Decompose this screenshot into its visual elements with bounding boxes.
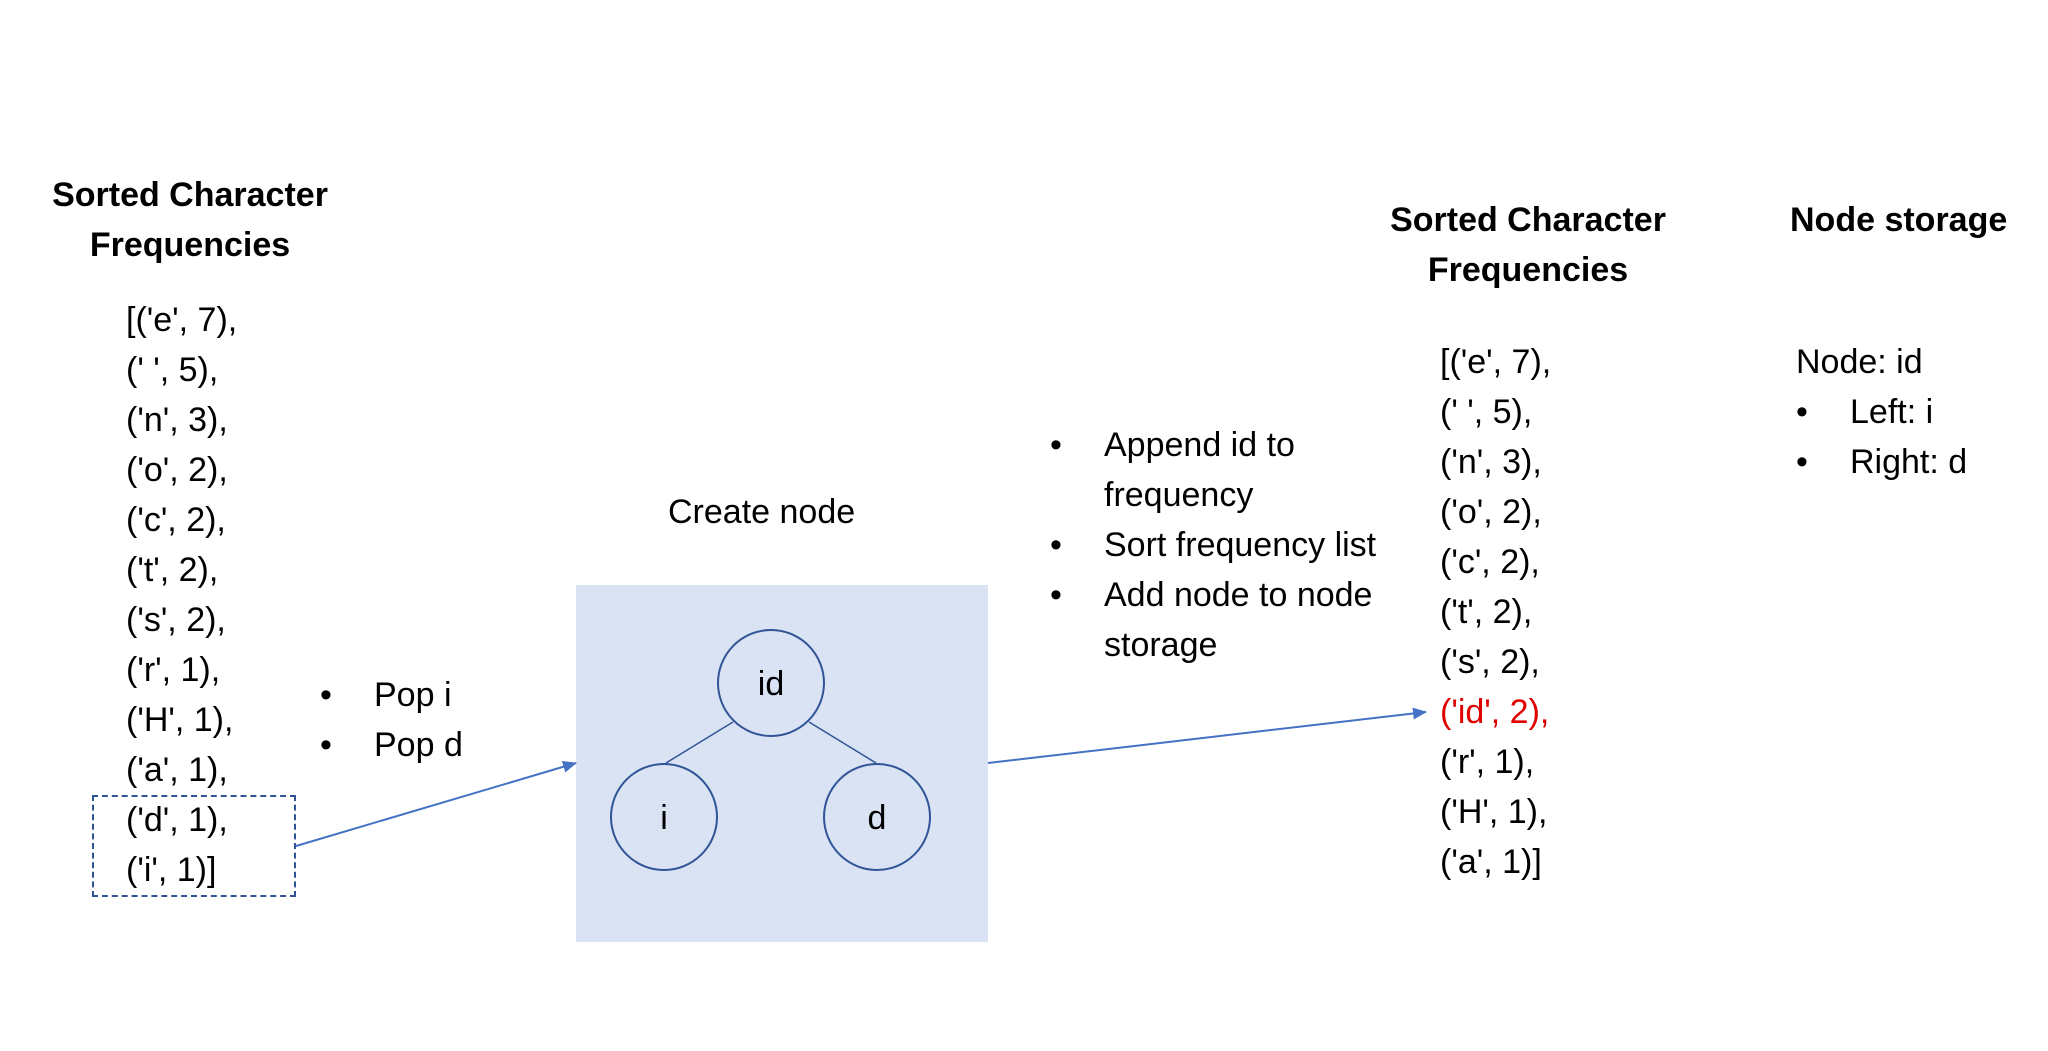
node-storage-children: Left: i Right: d <box>1796 387 1967 487</box>
left-panel-title: Sorted Character Frequencies <box>40 170 340 270</box>
list-item-highlighted: ('id', 2), <box>1440 693 1550 731</box>
list-item: ('n', 3), <box>1440 443 1542 481</box>
tree-node-left: i <box>610 763 718 871</box>
tree-node-left-label: i <box>660 799 668 837</box>
list-item: ('t', 2), <box>1440 593 1533 631</box>
update-step: Sort frequency list <box>1050 520 1380 570</box>
list-item: (' ', 5), <box>126 351 219 389</box>
list-item: (' ', 5), <box>1440 393 1533 431</box>
list-item: ('o', 2), <box>1440 493 1542 531</box>
node-storage-title: Node storage <box>1790 201 2008 239</box>
list-item: ('H', 1), <box>1440 793 1548 831</box>
update-step: Add node to node storage <box>1050 570 1380 670</box>
arrow-to-updated-list <box>987 707 1427 764</box>
list-item: ('a', 1)] <box>1440 843 1542 881</box>
arrow-to-create-node <box>295 760 577 847</box>
list-item: ('o', 2), <box>126 451 228 489</box>
create-node-label: Create node <box>668 493 856 531</box>
list-item: ('d', 1), <box>126 801 228 839</box>
list-item: ('r', 1), <box>126 651 221 689</box>
pop-step: Pop i <box>320 670 463 720</box>
left-frequency-list: [('e', 7), (' ', 5), ('n', 3), ('o', 2),… <box>126 295 237 895</box>
list-item: ('r', 1), <box>1440 743 1535 781</box>
list-item: ('n', 3), <box>126 401 228 439</box>
update-step: Append id to frequency <box>1050 420 1380 520</box>
popped-items-selection <box>92 795 296 897</box>
tree-node-root-label: id <box>758 665 784 703</box>
list-item: ('s', 2), <box>126 601 226 639</box>
list-item: ('H', 1), <box>126 701 234 739</box>
node-storage-child: Left: i <box>1796 387 1967 437</box>
list-item: [('e', 7), <box>126 301 238 339</box>
list-item: ('i', 1)] <box>126 851 217 889</box>
node-storage-child: Right: d <box>1796 437 1967 487</box>
update-steps-list: Append id to frequency Sort frequency li… <box>1050 420 1380 670</box>
tree-node-root: id <box>717 629 825 737</box>
left-title-line2: Frequencies <box>89 226 291 264</box>
list-item: ('c', 2), <box>1440 543 1540 581</box>
right-title-line1: Sorted Character <box>1390 201 1666 239</box>
list-item: ('s', 2), <box>1440 643 1540 681</box>
pop-steps-list: Pop i Pop d <box>320 670 463 770</box>
pop-step: Pop d <box>320 720 463 770</box>
list-item: ('a', 1), <box>126 751 228 789</box>
left-title-line1: Sorted Character <box>52 176 328 214</box>
right-title-line2: Frequencies <box>1427 251 1629 289</box>
right-panel-title: Sorted Character Frequencies <box>1378 195 1678 295</box>
right-frequency-list: [('e', 7), (' ', 5), ('n', 3), ('o', 2),… <box>1440 337 1551 887</box>
tree-edge-right <box>808 721 877 764</box>
node-storage-node: Node: id <box>1796 343 1923 381</box>
list-item: ('t', 2), <box>126 551 219 589</box>
tree-node-right-label: d <box>868 799 887 837</box>
tree-edge-left <box>665 721 734 764</box>
tree-node-right: d <box>823 763 931 871</box>
list-item: ('c', 2), <box>126 501 226 539</box>
list-item: [('e', 7), <box>1440 343 1552 381</box>
